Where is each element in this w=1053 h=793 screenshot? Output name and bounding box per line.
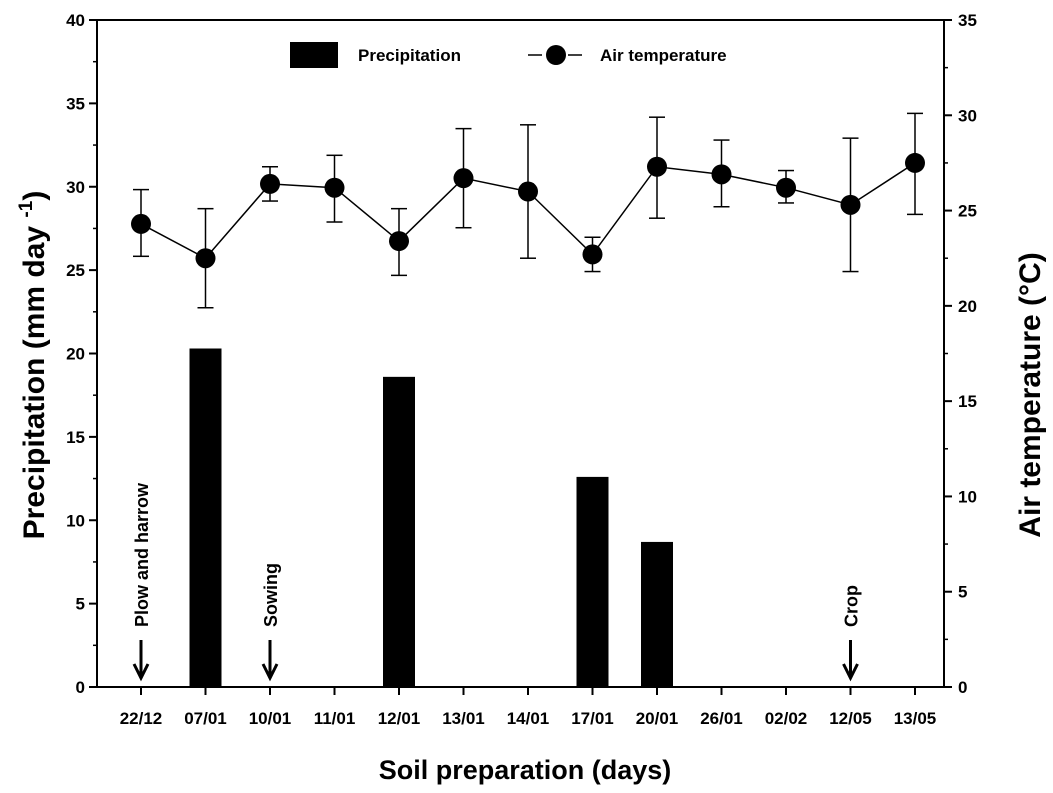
x-tick-label: 14/01 xyxy=(507,709,550,728)
temperature-point xyxy=(647,156,667,177)
temperature-point xyxy=(905,152,925,173)
x-tick-label: 11/01 xyxy=(314,709,356,728)
precipitation-bar xyxy=(189,348,222,687)
x-tick-label: 13/05 xyxy=(894,709,937,728)
y2-tick-label: 35 xyxy=(958,11,977,30)
y-tick-label: 25 xyxy=(66,261,85,280)
bars-group xyxy=(189,348,673,687)
x-tick-label: 20/01 xyxy=(636,709,679,728)
precipitation-bar xyxy=(641,541,673,687)
temperature-series-group xyxy=(131,112,925,309)
x-tick-label: 13/01 xyxy=(442,709,485,728)
legend-swatch-precipitation xyxy=(290,42,338,68)
legend-label-temperature: Air temperature xyxy=(600,46,727,65)
x-axis-title: Soil preparation (days) xyxy=(379,755,672,785)
precipitation-bar xyxy=(383,376,415,687)
annotation-label: Crop xyxy=(842,585,862,627)
arrow-head-icon xyxy=(842,663,859,682)
y2-tick-label: 10 xyxy=(958,487,977,506)
annotations-group: Plow and harrow Sowing Crop xyxy=(132,482,862,682)
temperature-point xyxy=(776,177,796,198)
annotation-label: Plow and harrow xyxy=(132,482,152,627)
x-tick-label: 12/01 xyxy=(378,709,421,728)
x-tick-label: 12/05 xyxy=(829,709,872,728)
arrow-head-icon xyxy=(132,663,150,682)
legend-label-precipitation: Precipitation xyxy=(358,46,461,65)
right-axis-ticks: 0 5 10 15 20 25 30 35 xyxy=(944,11,977,697)
x-tick-label: 07/01 xyxy=(184,709,227,728)
temperature-point xyxy=(518,181,538,202)
precipitation-bar xyxy=(576,476,609,687)
y2-tick-label: 15 xyxy=(958,392,977,411)
x-tick-label: 02/02 xyxy=(765,709,808,728)
arrow-head-icon xyxy=(261,663,279,682)
y2-tick-label: 5 xyxy=(958,583,967,602)
y-tick-label: 5 xyxy=(76,595,85,614)
y-tick-label: 20 xyxy=(66,345,85,364)
y-axis-title-close: ) xyxy=(18,191,51,201)
y2-tick-label: 25 xyxy=(958,202,977,221)
annotation-label: Sowing xyxy=(261,563,281,627)
legend: Precipitation Air temperature xyxy=(290,42,727,68)
x-tick-label: 10/01 xyxy=(249,709,292,728)
y2-tick-label: 20 xyxy=(958,297,977,316)
y-tick-label: 35 xyxy=(66,94,85,113)
y2-tick-label: 0 xyxy=(958,678,967,697)
legend-marker-temperature xyxy=(546,45,566,65)
y2-axis-title: Air temperature (°C) xyxy=(1014,252,1047,537)
y-tick-label: 40 xyxy=(66,11,85,30)
y-tick-label: 0 xyxy=(76,678,85,697)
temperature-point xyxy=(195,248,216,269)
y2-tick-label: 30 xyxy=(958,106,977,125)
x-tick-label: 17/01 xyxy=(571,709,614,728)
temperature-point xyxy=(711,164,732,185)
temperature-point xyxy=(840,194,861,215)
plot-frame xyxy=(96,19,945,688)
y-tick-label: 15 xyxy=(66,428,85,447)
temperature-point xyxy=(389,231,409,252)
x-tick-label: 26/01 xyxy=(700,709,743,728)
left-axis-ticks: 0 5 10 15 20 25 30 35 40 xyxy=(66,11,97,697)
y-tick-label: 10 xyxy=(66,511,85,530)
y-tick-label: 30 xyxy=(66,178,85,197)
temperature-point xyxy=(131,213,151,234)
temperature-point xyxy=(582,244,603,265)
y-axis-title-sup: -1 xyxy=(16,200,37,217)
y-axis-title-main: Precipitation (mm day xyxy=(18,226,51,540)
temperature-point xyxy=(324,177,345,198)
temperature-point xyxy=(260,173,280,194)
y-axis-title: Precipitation (mm day -1) xyxy=(16,191,51,540)
x-axis-ticks: 22/12 07/01 10/01 11/01 12/01 13/01 14/01 17/01… xyxy=(120,687,937,728)
x-tick-label: 22/12 xyxy=(120,709,163,728)
temperature-point xyxy=(453,168,474,189)
